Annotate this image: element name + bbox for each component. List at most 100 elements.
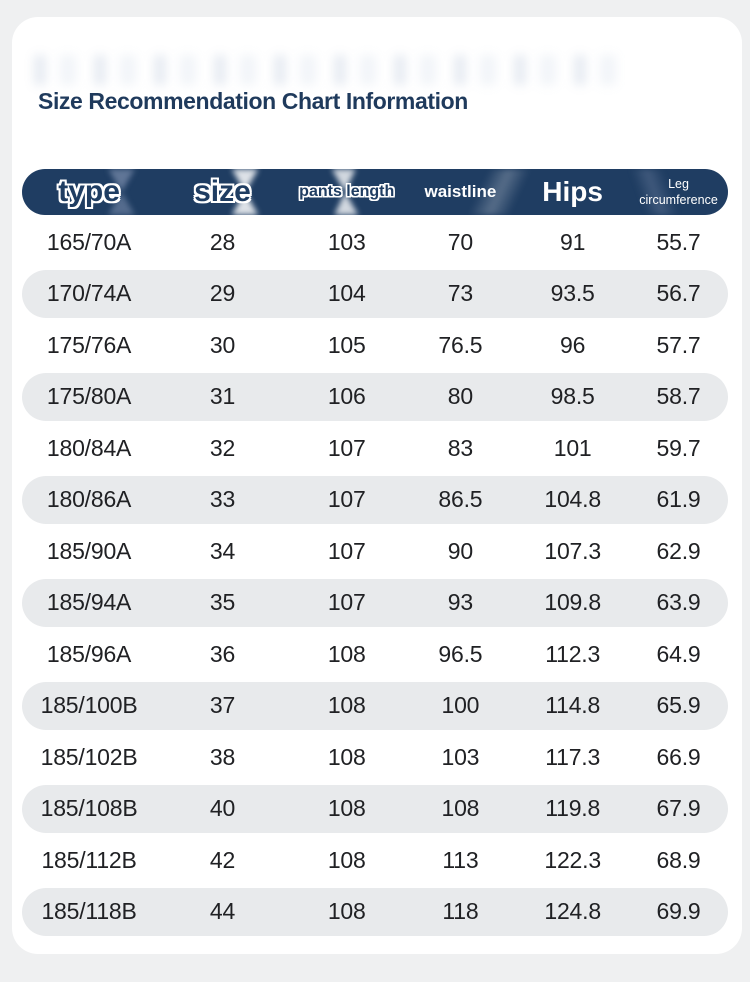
table-cell-pants-length: 103 xyxy=(327,228,366,255)
table-cell-leg-circumference: 58.7 xyxy=(656,383,701,409)
table-cell-pants-length: 106 xyxy=(327,383,366,409)
table-cell-waistline: 113 xyxy=(442,846,479,873)
table-cell-waistline: 103 xyxy=(441,743,480,770)
table-cell-size: 42 xyxy=(209,846,236,873)
table-cell-leg-circumference: 67.9 xyxy=(656,795,701,821)
table-row: 185/100B 37 108 100 114.8 65.9 xyxy=(22,681,728,730)
table-cell-leg-circumference: 55.7 xyxy=(656,228,701,255)
ghost-blur-artifact xyxy=(34,55,624,85)
table-cell-type: 185/102B xyxy=(40,743,138,770)
table-cell-waistline: 100 xyxy=(441,692,480,718)
table-cell-pants-length: 108 xyxy=(327,795,366,821)
table-cell-waistline: 108 xyxy=(441,795,480,821)
table-cell-size: 37 xyxy=(209,692,236,718)
table-cell-hips: 91 xyxy=(560,228,586,255)
table-row: 185/118B 44 108 118 124.8 69.9 xyxy=(22,887,728,936)
table-cell-leg-circumference: 57.7 xyxy=(656,331,701,358)
table-cell-type: 180/86A xyxy=(46,486,132,512)
table-cell-leg-circumference: 64.9 xyxy=(656,640,701,667)
table-cell-size: 35 xyxy=(209,589,236,615)
table-cell-leg-circumference: 59.7 xyxy=(656,434,701,461)
size-table: type size pants length waistline Hips Leg cir… xyxy=(22,169,728,936)
table-cell-waistline: 70 xyxy=(447,228,473,255)
table-cell-hips: 119.8 xyxy=(545,795,601,821)
table-cell-leg-circumference: 68.9 xyxy=(656,846,701,873)
table-cell-size: 30 xyxy=(209,331,236,358)
table-cell-pants-length: 107 xyxy=(327,486,366,512)
table-cell-waistline: 118 xyxy=(442,898,479,924)
table-row: 185/102B 38 108 103 117.3 66.9 xyxy=(22,733,728,781)
column-header-leg-circumference: Leg circumference xyxy=(639,176,718,207)
column-header-hips: Hips xyxy=(542,176,603,207)
table-cell-type: 185/90A xyxy=(46,537,132,564)
table-cell-hips: 107.3 xyxy=(544,537,601,564)
table-cell-type: 185/96A xyxy=(46,640,132,667)
table-cell-waistline: 73 xyxy=(447,280,473,306)
table-cell-hips: 117.3 xyxy=(545,743,601,770)
table-cell-size: 34 xyxy=(209,537,236,564)
table-cell-type: 165/70A xyxy=(46,228,132,255)
table-cell-size: 32 xyxy=(209,434,236,461)
table-cell-pants-length: 108 xyxy=(327,743,366,770)
table-cell-size: 33 xyxy=(209,486,236,512)
table-row: 180/86A 33 107 86.5 104.8 61.9 xyxy=(22,475,728,524)
table-cell-size: 38 xyxy=(209,743,236,770)
column-header-waistline: waistline xyxy=(424,182,497,201)
table-cell-leg-circumference: 62.9 xyxy=(656,537,701,564)
table-cell-pants-length: 108 xyxy=(327,898,366,924)
table-cell-size: 28 xyxy=(209,228,236,255)
table-cell-waistline: 96.5 xyxy=(438,640,483,667)
table-cell-pants-length: 105 xyxy=(327,331,366,358)
table-cell-type: 185/100B xyxy=(40,692,138,718)
table-cell-waistline: 86.5 xyxy=(438,486,483,512)
table-cell-leg-circumference: 66.9 xyxy=(656,743,701,770)
table-row: 185/94A 35 107 93 109.8 63.9 xyxy=(22,578,728,627)
table-cell-pants-length: 108 xyxy=(327,692,366,718)
column-header-size: size xyxy=(194,175,251,208)
table-cell-pants-length: 107 xyxy=(327,434,366,461)
table-cell-leg-circumference: 63.9 xyxy=(656,589,701,615)
table-cell-waistline: 93 xyxy=(447,589,473,615)
table-cell-hips: 93.5 xyxy=(550,280,595,306)
table-cell-hips: 96 xyxy=(560,331,586,358)
table-cell-hips: 98.5 xyxy=(550,383,595,409)
table-cell-hips: 112.3 xyxy=(545,640,601,667)
table-cell-pants-length: 108 xyxy=(327,846,366,873)
table-cell-hips: 101 xyxy=(553,434,592,461)
table-cell-hips: 122.3 xyxy=(544,846,601,873)
table-cell-hips: 114.8 xyxy=(545,692,601,718)
table-cell-hips: 124.8 xyxy=(544,898,601,924)
header-cells: type size pants length waistline Hips Leg cir… xyxy=(22,175,728,209)
table-cell-leg-circumference: 56.7 xyxy=(656,280,701,306)
table-cell-type: 185/94A xyxy=(46,589,132,615)
table-cell-pants-length: 107 xyxy=(327,537,366,564)
table-row: 165/70A 28 103 70 91 55.7 xyxy=(22,218,728,266)
table-cell-type: 180/84A xyxy=(46,434,132,461)
table-cell-type: 175/80A xyxy=(46,383,132,409)
table-header-bar: type size pants length waistline Hips Leg cir… xyxy=(22,169,728,215)
table-cell-type: 175/76A xyxy=(46,331,132,358)
table-cell-type: 185/118B xyxy=(41,898,137,924)
table-row: 175/80A 31 106 80 98.5 58.7 xyxy=(22,372,728,421)
table-row: 175/76A 30 105 76.5 96 57.7 xyxy=(22,321,728,369)
table-cell-hips: 109.8 xyxy=(544,589,601,615)
table-cell-waistline: 83 xyxy=(447,434,473,461)
table-cell-pants-length: 107 xyxy=(327,589,366,615)
table-cell-type: 185/112B xyxy=(41,846,137,873)
table-cell-leg-circumference: 69.9 xyxy=(656,898,701,924)
table-cell-hips: 104.8 xyxy=(544,486,601,512)
column-header-pants-length: pants length xyxy=(299,183,395,200)
table-cell-size: 29 xyxy=(209,280,236,306)
table-cell-size: 40 xyxy=(209,795,236,821)
table-cell-waistline: 80 xyxy=(447,383,473,409)
table-row: 185/112B 42 108 113 122.3 68.9 xyxy=(22,836,728,884)
table-cell-type: 170/74A xyxy=(46,280,132,306)
table-row: 180/84A 32 107 83 101 59.7 xyxy=(22,424,728,472)
table-cell-waistline: 90 xyxy=(447,537,473,564)
table-cell-waistline: 76.5 xyxy=(438,331,483,358)
table-row: 185/96A 36 108 96.5 112.3 64.9 xyxy=(22,630,728,678)
table-cell-pants-length: 104 xyxy=(327,280,366,306)
size-chart-card: Size Recommendation Chart Information ty… xyxy=(12,17,742,954)
column-header-type: type xyxy=(58,175,120,208)
